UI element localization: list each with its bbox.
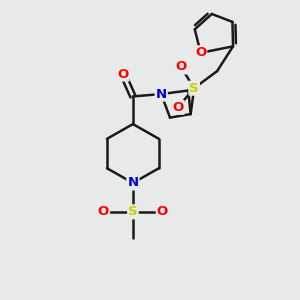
Text: N: N bbox=[156, 88, 167, 100]
Text: N: N bbox=[128, 176, 139, 190]
Text: O: O bbox=[98, 205, 109, 218]
Text: O: O bbox=[157, 205, 168, 218]
Text: O: O bbox=[195, 46, 206, 59]
Text: O: O bbox=[175, 61, 187, 74]
Text: O: O bbox=[172, 101, 184, 114]
Text: S: S bbox=[128, 205, 138, 218]
Text: O: O bbox=[117, 68, 128, 80]
Text: S: S bbox=[189, 82, 199, 95]
